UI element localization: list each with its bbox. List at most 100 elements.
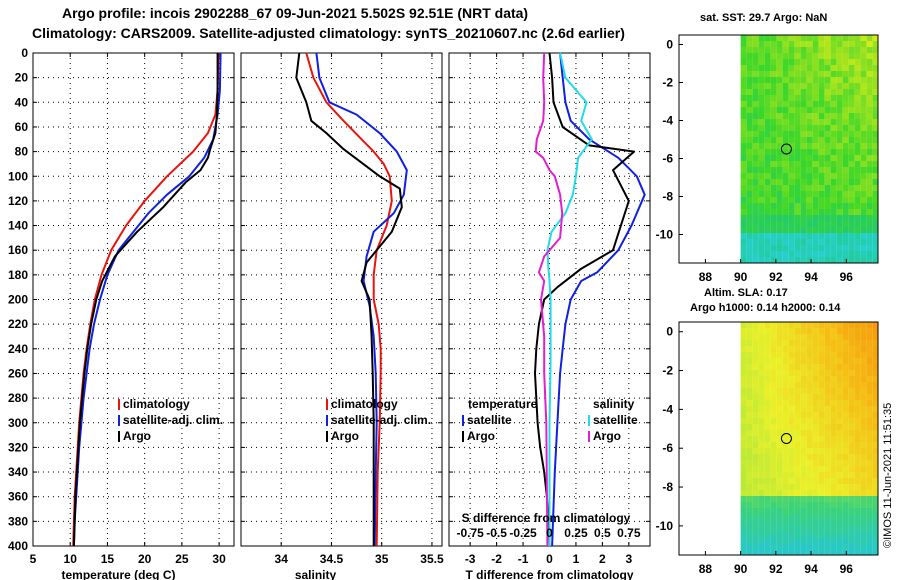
map-cell [854, 239, 861, 245]
map-cell [866, 215, 873, 221]
map-cell [806, 496, 813, 502]
map-cell [812, 41, 819, 47]
map-cell [872, 167, 878, 173]
map-cell [842, 490, 849, 496]
map-cell [872, 101, 878, 107]
map-cell [788, 382, 795, 388]
map-cell [812, 442, 819, 448]
map-cell [872, 358, 878, 364]
map-cell [752, 490, 759, 496]
map-cell [782, 334, 789, 340]
map-cell [830, 149, 837, 155]
map-cell [800, 35, 807, 41]
legend-label: Argo [467, 429, 495, 443]
map-cell [740, 448, 747, 454]
sst-map-title: sat. SST: 29.7 Argo: NaN [700, 12, 828, 24]
map-cell [740, 227, 747, 233]
series-line-climatology [305, 52, 393, 547]
map-cell [848, 454, 855, 460]
map-cell [848, 490, 855, 496]
map-cell [800, 149, 807, 155]
map-cell [812, 209, 819, 215]
map-cell [788, 149, 795, 155]
map-cell [806, 448, 813, 454]
map-cell [758, 83, 765, 89]
map-cell [860, 460, 867, 466]
map-cell [746, 460, 753, 466]
map-cell [806, 131, 813, 137]
map-cell [794, 191, 801, 197]
map-cell [860, 173, 867, 179]
map-cell [752, 466, 759, 472]
map-cell [806, 394, 813, 400]
map-cell [836, 322, 843, 328]
map-cell [854, 478, 861, 484]
map-x-tick-label: 94 [804, 562, 818, 576]
map-cell [854, 233, 861, 239]
map-cell [758, 376, 765, 382]
map-cell [782, 113, 789, 119]
map-cell [746, 83, 753, 89]
map-cell [812, 376, 819, 382]
map-cell [764, 137, 771, 143]
map-cell [752, 137, 759, 143]
map-cell [746, 167, 753, 173]
map-cell [764, 155, 771, 161]
map-cell [794, 209, 801, 215]
map-cell [836, 173, 843, 179]
map-cell [824, 53, 831, 59]
map-cell [848, 77, 855, 83]
map-cell [842, 71, 849, 77]
map-cell [758, 346, 765, 352]
map-cell [860, 197, 867, 203]
map-cell [824, 520, 831, 526]
map-cell [824, 125, 831, 131]
map-cell [842, 89, 849, 95]
map-cell [794, 125, 801, 131]
map-cell [866, 245, 873, 251]
map-cell [770, 394, 777, 400]
map-cell [872, 352, 878, 358]
map-cell [860, 101, 867, 107]
map-cell [776, 364, 783, 370]
map-cell [776, 478, 783, 484]
map-cell [740, 550, 747, 555]
map-cell [776, 53, 783, 59]
map-cell [758, 322, 765, 328]
map-cell [746, 173, 753, 179]
map-cell [854, 113, 861, 119]
map-cell [830, 95, 837, 101]
map-cell [812, 358, 819, 364]
map-cell [866, 41, 873, 47]
map-cell [818, 382, 825, 388]
map-cell [824, 251, 831, 257]
map-cell [848, 460, 855, 466]
series-line-temperature-argo [534, 52, 636, 547]
map-cell [836, 71, 843, 77]
map-cell [872, 370, 878, 376]
map-cell [788, 364, 795, 370]
map-cell [758, 388, 765, 394]
map-cell [764, 53, 771, 59]
map-cell [860, 538, 867, 544]
y-tick-label: 380 [8, 514, 28, 528]
map-cell [842, 370, 849, 376]
map-cell [770, 239, 777, 245]
map-cell [866, 167, 873, 173]
map-cell [854, 418, 861, 424]
map-cell [806, 257, 813, 263]
map-cell [770, 35, 777, 41]
map-cell [830, 239, 837, 245]
map-cell [788, 95, 795, 101]
map-cell [782, 35, 789, 41]
map-cell [818, 203, 825, 209]
map-cell [782, 352, 789, 358]
map-cell [752, 526, 759, 532]
map-cell [746, 538, 753, 544]
map-cell [842, 107, 849, 113]
map-cell [788, 514, 795, 520]
map-cell [854, 65, 861, 71]
map-cell [776, 89, 783, 95]
map-cell [758, 155, 765, 161]
map-cell [800, 436, 807, 442]
